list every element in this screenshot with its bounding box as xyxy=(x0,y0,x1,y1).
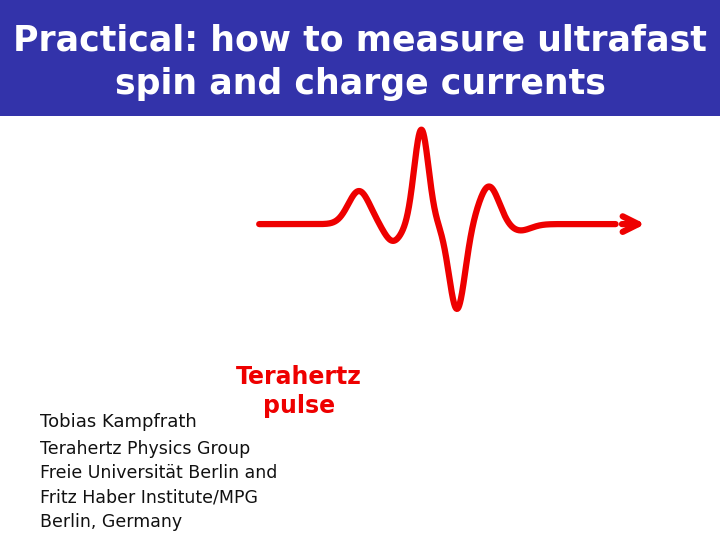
Text: Terahertz
pulse: Terahertz pulse xyxy=(236,364,361,418)
Text: Tobias Kampfrath: Tobias Kampfrath xyxy=(40,413,197,431)
Text: Terahertz Physics Group
Freie Universität Berlin and
Fritz Haber Institute/MPG
B: Terahertz Physics Group Freie Universitä… xyxy=(40,440,277,531)
Text: Practical: how to measure ultrafast: Practical: how to measure ultrafast xyxy=(13,24,707,58)
Text: spin and charge currents: spin and charge currents xyxy=(114,66,606,100)
